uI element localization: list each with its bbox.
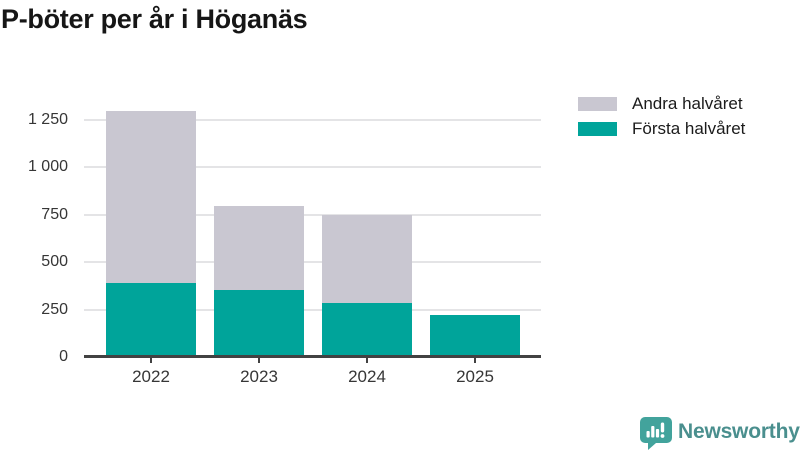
x-axis-tick-2023 <box>258 358 260 363</box>
x-axis-tick-2024 <box>366 358 368 363</box>
gridline-250 <box>84 308 541 311</box>
y-axis-tick-label-1000: 1 000 <box>27 158 68 175</box>
bar-segment-2023-andra-halvåret <box>214 205 304 290</box>
bar-segment-2023-första-halvåret <box>214 289 304 357</box>
newsworthy-wordmark: Newsworthy <box>678 420 800 443</box>
bar-segment-2024-andra-halvåret <box>322 214 412 303</box>
bar-segment-2024-första-halvåret <box>322 302 412 357</box>
x-axis-label-2024: 2024 <box>348 367 386 386</box>
x-axis-tick-2022 <box>150 358 152 363</box>
legend-label-forsta-halvaret: Första halvåret <box>632 119 746 138</box>
y-axis-tick-label-0: 0 <box>59 348 68 365</box>
y-axis-tick-label-1250: 1 250 <box>27 110 68 128</box>
legend-label-andra-halvaret: Andra halvåret <box>632 94 743 113</box>
gridline-1250 <box>84 118 541 121</box>
bar-segment-2022-andra-halvåret <box>106 110 196 283</box>
gridline-1000 <box>84 166 541 168</box>
y-axis-tick-label-750: 750 <box>41 205 68 223</box>
x-axis-tick-2025 <box>474 358 476 363</box>
y-axis-tick-label-500: 500 <box>41 253 68 270</box>
chart-title: P-böter per år i Höganäs <box>1 4 308 34</box>
x-axis-label-2025: 2025 <box>456 367 494 386</box>
x-axis-label-2022: 2022 <box>132 367 170 386</box>
legend-swatch-andra-halvaret <box>578 97 617 111</box>
bar-segment-2022-första-halvåret <box>106 282 196 357</box>
newsworthy-bubble-chart-icon <box>640 417 672 450</box>
bar-segment-2025-första-halvåret <box>430 315 520 357</box>
gridline-500 <box>84 261 541 263</box>
legend-swatch-forsta-halvaret <box>578 122 617 136</box>
x-axis-line <box>84 355 541 358</box>
x-axis-label-2023: 2023 <box>240 367 278 386</box>
gridline-750 <box>84 213 541 216</box>
y-axis-tick-label-250: 250 <box>41 300 68 318</box>
